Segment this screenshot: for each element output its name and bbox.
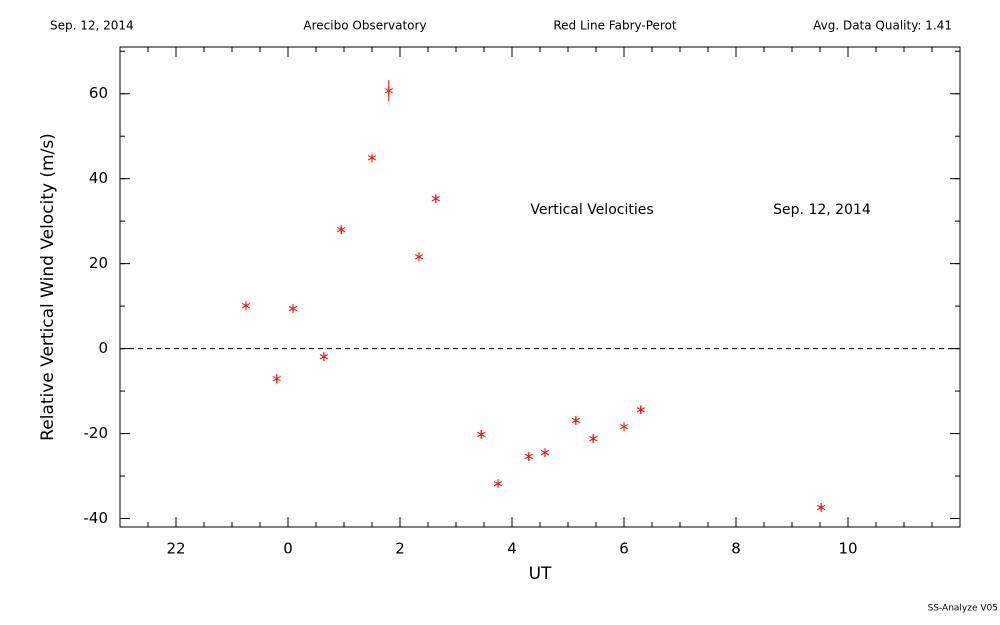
- x-tick-label: 8: [731, 540, 741, 558]
- x-tick-label: 2: [395, 540, 405, 558]
- header-site: Arecibo Observatory: [303, 19, 426, 33]
- y-tick-label: 40: [89, 169, 108, 187]
- x-tick-label: 6: [619, 540, 629, 558]
- footer: SS-Analyze V05: [928, 604, 998, 614]
- y-tick-label: 0: [98, 339, 108, 357]
- y-tick-label: -40: [84, 509, 109, 527]
- y-tick-label: 60: [89, 84, 108, 102]
- x-tick-label: 10: [838, 540, 857, 558]
- annotation: Sep. 12, 2014: [773, 202, 871, 218]
- x-tick-label: 4: [507, 540, 517, 558]
- header-date: Sep. 12, 2014: [50, 19, 134, 33]
- x-tick-label: 22: [166, 540, 185, 558]
- header-quality: Avg. Data Quality: 1.41: [813, 19, 952, 33]
- annotation: Vertical Velocities: [530, 202, 653, 218]
- y-axis-label: Relative Vertical Wind Velocity (m/s): [38, 133, 58, 441]
- x-tick-label: 0: [283, 540, 293, 558]
- x-axis-label: UT: [529, 564, 552, 584]
- y-tick-label: -20: [84, 424, 109, 442]
- y-tick-label: 20: [89, 254, 108, 272]
- header-instrument: Red Line Fabry-Perot: [553, 19, 677, 33]
